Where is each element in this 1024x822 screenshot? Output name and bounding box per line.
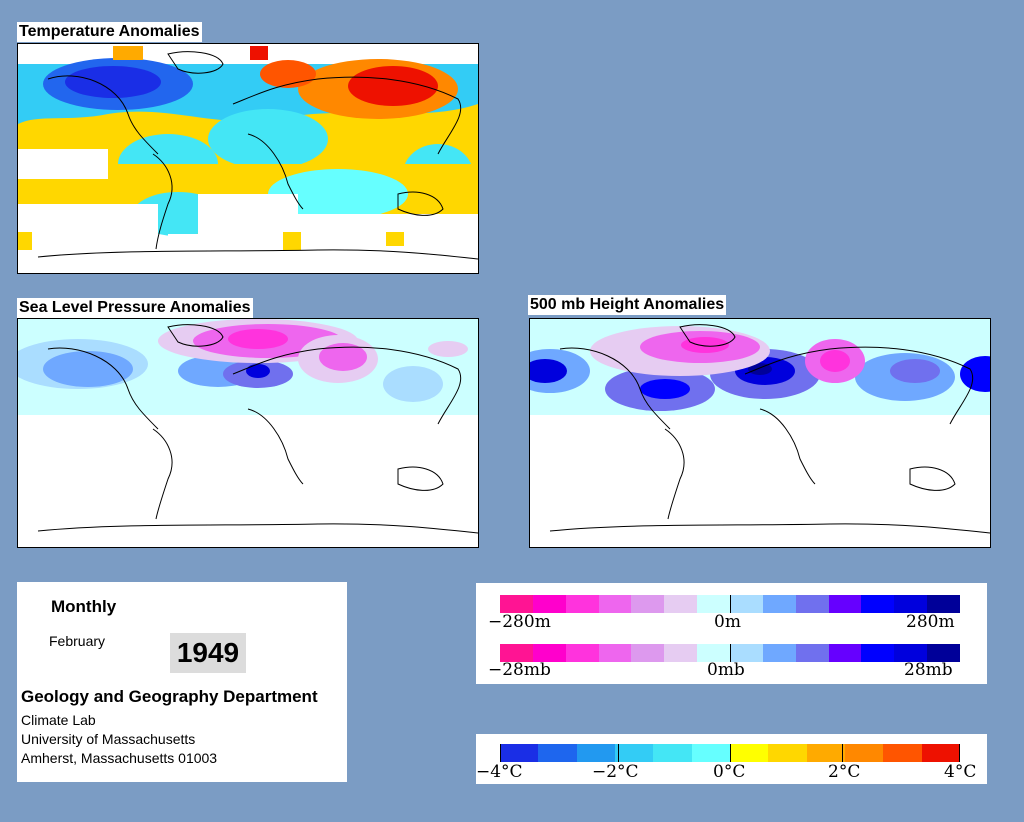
temp-swatch <box>883 744 922 762</box>
height-zero-label: 0m <box>714 612 741 632</box>
temp-swatch <box>576 744 615 762</box>
height-swatch <box>861 595 895 613</box>
month-label: February <box>49 633 106 649</box>
year-label: 1949 <box>170 633 246 673</box>
temp-swatch <box>614 744 654 762</box>
sea-level-pressure-anomaly-map <box>17 318 479 548</box>
height-swatch <box>565 595 599 613</box>
temperature-anomaly-map <box>17 43 479 274</box>
temp-swatch <box>653 744 692 762</box>
height-map-title: 500 mb Height Anomalies <box>528 295 727 315</box>
height-color-scale <box>500 595 961 613</box>
slp-min-label: −28mb <box>488 660 551 680</box>
temp-swatch <box>768 744 807 762</box>
lab-name: Climate Lab <box>21 712 96 728</box>
university-name: University of Massachusetts <box>21 731 196 747</box>
height-swatch <box>894 595 928 613</box>
slp-swatch <box>565 644 599 662</box>
slp-swatch <box>500 644 533 662</box>
temperature-map-title: Temperature Anomalies <box>17 22 202 42</box>
temperature-legend: −4°C −2°C 0°C 2°C 4°C <box>476 734 987 784</box>
height-swatch <box>500 595 533 613</box>
slp-color-scale <box>500 644 961 662</box>
slp-swatch <box>927 644 961 662</box>
temp-swatch <box>844 744 884 762</box>
height-min-label: −280m <box>488 612 551 632</box>
slp-swatch <box>894 644 928 662</box>
slp-max-label: 28mb <box>904 660 953 680</box>
500mb-height-anomaly-map <box>529 318 991 548</box>
temp-label-2: 2°C <box>828 762 861 782</box>
temp-label-0: 0°C <box>713 762 746 782</box>
temp-swatch <box>691 744 730 762</box>
slp-swatch <box>861 644 895 662</box>
temp-swatch <box>500 744 539 762</box>
temp-swatch <box>729 744 769 762</box>
slp-zero-label: 0mb <box>707 660 745 680</box>
slp-swatch <box>631 644 665 662</box>
department-name: Geology and Geography Department <box>21 687 318 706</box>
temperature-color-scale <box>500 744 960 762</box>
slp-swatch <box>697 644 731 662</box>
height-swatch <box>762 595 796 613</box>
height-swatch <box>730 595 763 613</box>
height-swatch <box>828 595 862 613</box>
slp-swatch <box>598 644 632 662</box>
height-swatch <box>927 595 961 613</box>
slp-swatch <box>762 644 796 662</box>
slp-swatch <box>828 644 862 662</box>
slp-map-title: Sea Level Pressure Anomalies <box>17 298 253 318</box>
temp-label-4: 4°C <box>944 762 977 782</box>
height-swatch <box>631 595 665 613</box>
address-line: Amherst, Massachusetts 01003 <box>21 750 218 766</box>
slp-swatch <box>664 644 698 662</box>
height-swatch <box>697 595 731 613</box>
temp-swatch <box>921 744 960 762</box>
height-max-label: 280m <box>906 612 955 632</box>
temp-swatch <box>806 744 845 762</box>
height-swatch <box>598 595 632 613</box>
temp-swatch <box>538 744 577 762</box>
period-label: Monthly <box>51 597 117 616</box>
slp-swatch <box>795 644 829 662</box>
temp-label-neg4: −4°C <box>476 762 523 782</box>
height-swatch <box>795 595 829 613</box>
info-panel: Monthly February 1949 Geology and Geogra… <box>17 582 347 782</box>
height-swatch <box>664 595 698 613</box>
temp-label-neg2: −2°C <box>592 762 639 782</box>
height-swatch <box>532 595 566 613</box>
slp-swatch <box>532 644 566 662</box>
slp-swatch <box>730 644 763 662</box>
height-pressure-legend: −280m 0m 280m −28mb 0mb 28mb <box>476 583 987 684</box>
